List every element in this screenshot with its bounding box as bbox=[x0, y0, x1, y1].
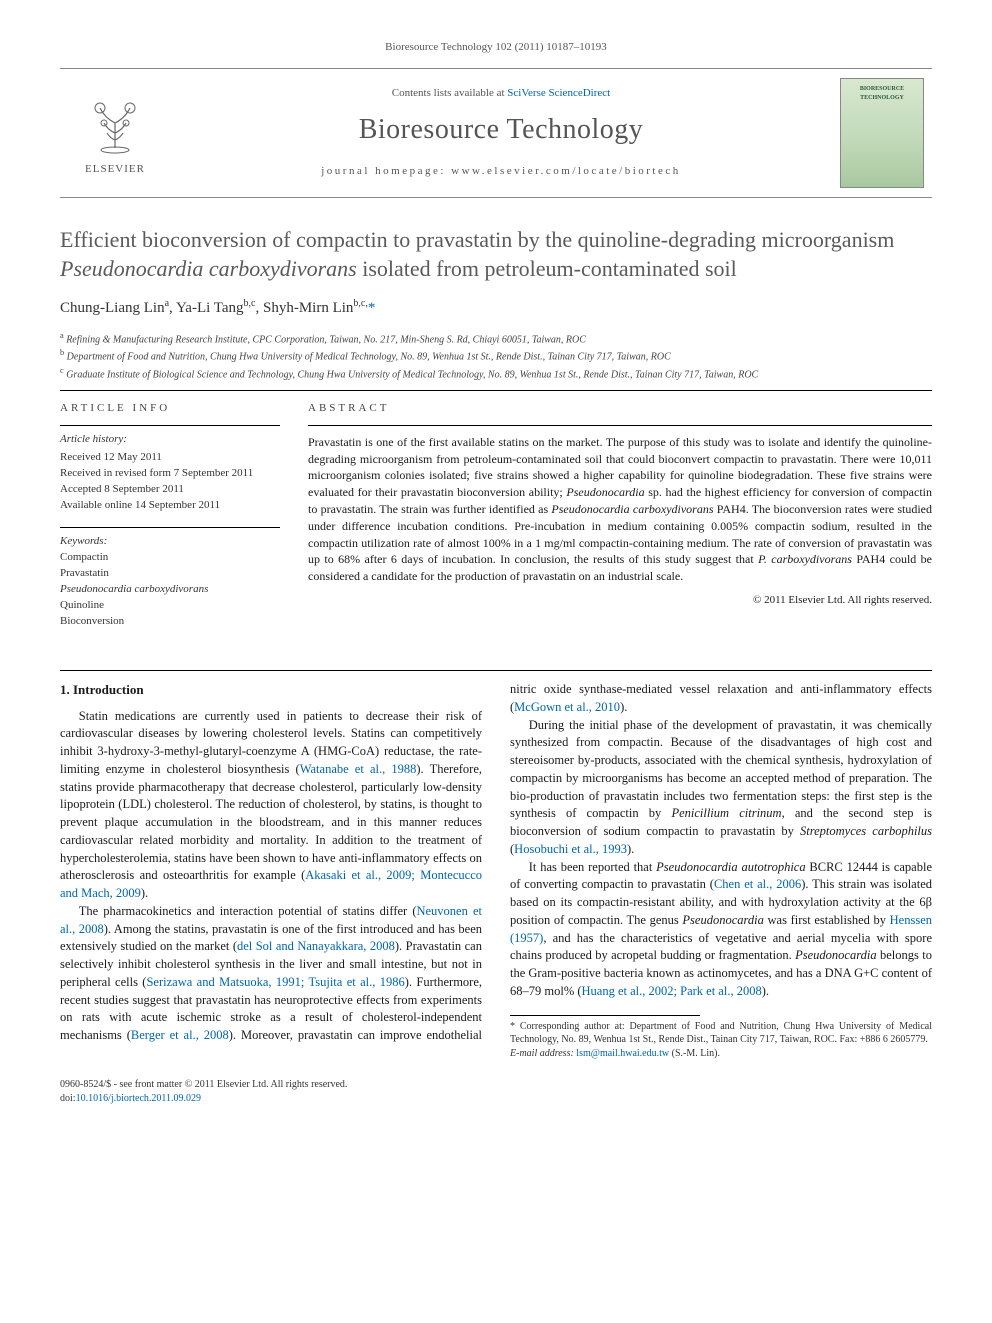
keyword-line: Pravastatin bbox=[60, 566, 280, 582]
email-label: E-mail address: bbox=[510, 1048, 574, 1059]
keyword-line: Quinoline bbox=[60, 598, 280, 614]
footnotes: * Corresponding author at: Department of… bbox=[510, 1020, 932, 1061]
section-1-heading: 1. Introduction bbox=[60, 681, 482, 699]
cover-title: BIORESOURCE TECHNOLOGY bbox=[845, 85, 919, 102]
top-rule bbox=[60, 390, 932, 391]
keyword-line: Bioconversion bbox=[60, 614, 280, 630]
doi-line: doi:10.1016/j.biortech.2011.09.029 bbox=[60, 1092, 932, 1106]
affiliations: a Refining & Manufacturing Research Inst… bbox=[60, 330, 932, 382]
email-suffix: (S.-M. Lin). bbox=[669, 1048, 720, 1059]
article-info-heading: ARTICLE INFO bbox=[60, 401, 280, 417]
elsevier-tree-icon bbox=[80, 88, 150, 158]
history-label: Article history: bbox=[60, 432, 280, 448]
journal-center-block: Contents lists available at SciVerse Sci… bbox=[170, 69, 832, 197]
mid-rule bbox=[60, 670, 932, 671]
history-line: Received 12 May 2011 bbox=[60, 450, 280, 466]
keyword-line: Compactin bbox=[60, 550, 280, 566]
abstract-col: ABSTRACT Pravastatin is one of the first… bbox=[308, 401, 932, 644]
info-abstract-row: ARTICLE INFO Article history: Received 1… bbox=[60, 401, 932, 644]
keyword-line: Pseudonocardia carboxydivorans bbox=[60, 582, 280, 598]
intro-para-3: During the initial phase of the developm… bbox=[510, 717, 932, 859]
affiliation-line: a Refining & Manufacturing Research Inst… bbox=[60, 330, 932, 347]
doi-prefix: doi: bbox=[60, 1093, 76, 1104]
history-block: Article history: Received 12 May 2011Rec… bbox=[60, 425, 280, 514]
abstract-heading: ABSTRACT bbox=[308, 401, 932, 417]
issn-line: 0960-8524/$ - see front matter © 2011 El… bbox=[60, 1078, 932, 1092]
publisher-name: ELSEVIER bbox=[85, 162, 145, 178]
article-info-col: ARTICLE INFO Article history: Received 1… bbox=[60, 401, 280, 644]
email-link[interactable]: lsm@mail.hwai.edu.tw bbox=[576, 1048, 669, 1059]
doi-link[interactable]: 10.1016/j.biortech.2011.09.029 bbox=[76, 1093, 201, 1104]
cover-box: BIORESOURCE TECHNOLOGY bbox=[840, 78, 924, 188]
intro-para-4: It has been reported that Pseudonocardia… bbox=[510, 859, 932, 1001]
corresponding-author-note: * Corresponding author at: Department of… bbox=[510, 1020, 932, 1047]
history-line: Available online 14 September 2011 bbox=[60, 498, 280, 514]
journal-name: Bioresource Technology bbox=[359, 110, 644, 151]
journal-homepage: journal homepage: www.elsevier.com/locat… bbox=[321, 164, 680, 180]
keywords-label: Keywords: bbox=[60, 535, 107, 547]
body-two-col: 1. Introduction Statin medications are c… bbox=[60, 681, 932, 1060]
publisher-logo: ELSEVIER bbox=[60, 69, 170, 197]
abstract-copyright: © 2011 Elsevier Ltd. All rights reserved… bbox=[308, 593, 932, 609]
journal-cover-thumb: BIORESOURCE TECHNOLOGY bbox=[832, 69, 932, 197]
history-line: Accepted 8 September 2011 bbox=[60, 482, 280, 498]
author-list: Chung-Liang Lina, Ya-Li Tangb,c, Shyh-Mi… bbox=[60, 297, 932, 320]
sciencedirect-link[interactable]: SciVerse ScienceDirect bbox=[507, 87, 610, 99]
citation-line: Bioresource Technology 102 (2011) 10187–… bbox=[60, 40, 932, 56]
abstract-text: Pravastatin is one of the first availabl… bbox=[308, 425, 932, 585]
affiliation-line: c Graduate Institute of Biological Scien… bbox=[60, 365, 932, 382]
intro-para-1: Statin medications are currently used in… bbox=[60, 708, 482, 903]
bottom-meta: 0960-8524/$ - see front matter © 2011 El… bbox=[60, 1078, 932, 1105]
article-title: Efficient bioconversion of compactin to … bbox=[60, 226, 932, 283]
journal-header: ELSEVIER Contents lists available at Sci… bbox=[60, 68, 932, 198]
footnote-rule bbox=[510, 1015, 700, 1016]
affiliation-line: b Department of Food and Nutrition, Chun… bbox=[60, 347, 932, 364]
email-line: E-mail address: lsm@mail.hwai.edu.tw (S.… bbox=[510, 1047, 932, 1061]
contents-prefix: Contents lists available at bbox=[392, 87, 507, 99]
history-line: Received in revised form 7 September 201… bbox=[60, 466, 280, 482]
keywords-block: Keywords: CompactinPravastatinPseudonoca… bbox=[60, 527, 280, 630]
contents-list-line: Contents lists available at SciVerse Sci… bbox=[392, 86, 610, 102]
